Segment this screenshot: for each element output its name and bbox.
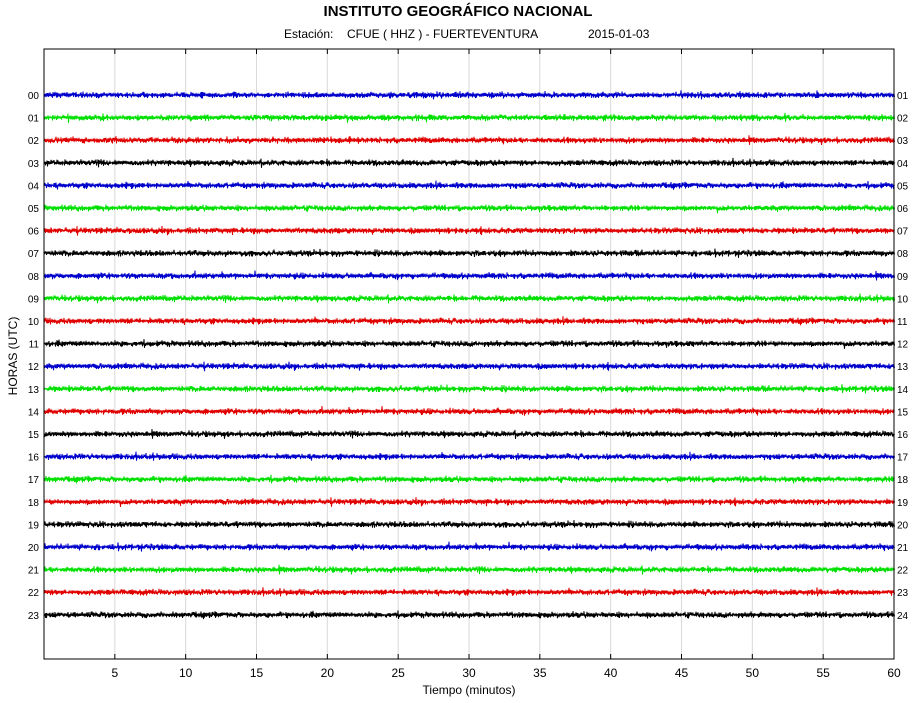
trace-hour-15 bbox=[43, 429, 895, 440]
hour-label-left: 02 bbox=[28, 136, 40, 147]
hour-label-left: 15 bbox=[28, 430, 40, 441]
x-axis-ticks: 5 10 15 20 25 30 35 40 45 50 55 60 bbox=[111, 49, 901, 680]
hour-label-left: 07 bbox=[28, 249, 40, 260]
x-tick-label: 60 bbox=[887, 666, 901, 680]
hour-label-right: 12 bbox=[897, 340, 909, 351]
hour-label-right: 09 bbox=[897, 272, 909, 283]
trace-hour-01 bbox=[43, 112, 895, 123]
hour-label-left: 13 bbox=[28, 385, 40, 396]
x-tick-label: 40 bbox=[604, 666, 618, 680]
hour-label-right: 05 bbox=[897, 181, 909, 192]
hour-label-left: 06 bbox=[28, 227, 40, 238]
x-tick-label: 20 bbox=[321, 666, 335, 680]
chart-title: INSTITUTO GEOGRÁFICO NACIONAL bbox=[323, 3, 593, 20]
hour-label-left: 10 bbox=[28, 317, 40, 328]
trace-hour-00 bbox=[43, 90, 895, 100]
hour-label-left: 22 bbox=[28, 588, 40, 599]
trace-hour-02 bbox=[43, 135, 895, 146]
x-tick-label: 5 bbox=[111, 666, 118, 680]
hour-label-right: 22 bbox=[897, 566, 909, 577]
trace-hour-13 bbox=[43, 384, 895, 394]
hour-label-left: 01 bbox=[28, 114, 40, 125]
x-tick-label: 55 bbox=[816, 666, 830, 680]
station-label: Estación: bbox=[284, 27, 334, 41]
hour-label-left: 04 bbox=[28, 181, 40, 192]
hour-label-left: 20 bbox=[28, 543, 40, 554]
trace-hour-03 bbox=[43, 157, 895, 168]
hour-label-left: 23 bbox=[28, 611, 40, 622]
trace-hour-09 bbox=[43, 293, 895, 304]
trace-hour-11 bbox=[43, 339, 895, 349]
trace-hour-08 bbox=[43, 270, 895, 281]
x-tick-label: 45 bbox=[675, 666, 689, 680]
hour-label-left: 16 bbox=[28, 453, 40, 464]
trace-hour-19 bbox=[43, 520, 895, 529]
y-axis-label: HORAS (UTC) bbox=[6, 317, 20, 396]
trace-hour-12 bbox=[43, 361, 895, 372]
trace-hour-22 bbox=[43, 587, 895, 597]
trace-hour-10 bbox=[43, 316, 895, 326]
x-axis-label: Tiempo (minutos) bbox=[423, 683, 516, 697]
hour-label-right: 04 bbox=[897, 159, 909, 170]
trace-hour-06 bbox=[43, 225, 895, 236]
hour-label-right: 02 bbox=[897, 114, 909, 125]
hour-label-right: 08 bbox=[897, 249, 909, 260]
hour-label-right: 06 bbox=[897, 204, 909, 215]
hour-label-right: 07 bbox=[897, 227, 909, 238]
trace-hour-05 bbox=[43, 204, 895, 214]
x-tick-label: 50 bbox=[746, 666, 760, 680]
x-tick-label: 25 bbox=[391, 666, 405, 680]
x-tick-label: 15 bbox=[250, 666, 264, 680]
station-date: 2015-01-03 bbox=[588, 27, 650, 41]
hour-label-left: 00 bbox=[28, 91, 40, 102]
hour-label-right: 17 bbox=[897, 453, 909, 464]
trace-hour-16 bbox=[43, 451, 895, 461]
hour-label-right: 15 bbox=[897, 407, 909, 418]
hour-label-right: 10 bbox=[897, 294, 909, 305]
hour-label-left: 17 bbox=[28, 475, 40, 486]
station-name: CFUE ( HHZ ) - FUERTEVENTURA bbox=[347, 27, 539, 41]
hour-label-left: 12 bbox=[28, 362, 40, 373]
hour-label-right: 21 bbox=[897, 543, 909, 554]
hour-label-right: 03 bbox=[897, 136, 909, 147]
hour-label-right: 18 bbox=[897, 475, 909, 486]
trace-hour-14 bbox=[43, 406, 895, 416]
hour-label-left: 18 bbox=[28, 498, 40, 509]
hour-label-left: 03 bbox=[28, 159, 40, 170]
x-tick-label: 35 bbox=[533, 666, 547, 680]
trace-hour-20 bbox=[43, 541, 895, 552]
trace-hour-17 bbox=[43, 474, 895, 484]
hour-label-right: 20 bbox=[897, 520, 909, 531]
trace-hour-07 bbox=[43, 248, 895, 258]
hour-label-right: 11 bbox=[897, 317, 908, 328]
trace-hour-04 bbox=[43, 180, 895, 190]
hour-label-right: 23 bbox=[897, 588, 909, 599]
hour-label-left: 11 bbox=[29, 340, 40, 351]
grid-lines bbox=[114, 49, 824, 659]
hour-label-right: 24 bbox=[897, 611, 909, 622]
hour-label-left: 19 bbox=[28, 520, 40, 531]
trace-hour-21 bbox=[43, 564, 895, 575]
trace-hour-23 bbox=[43, 610, 895, 620]
trace-hour-18 bbox=[43, 497, 895, 508]
hour-label-right: 16 bbox=[897, 430, 909, 441]
hour-label-left: 21 bbox=[28, 566, 40, 577]
x-tick-label: 30 bbox=[462, 666, 476, 680]
hour-label-left: 05 bbox=[28, 204, 40, 215]
hour-label-right: 19 bbox=[897, 498, 909, 509]
hour-label-left: 14 bbox=[28, 407, 40, 418]
hour-label-left: 09 bbox=[28, 294, 40, 305]
hour-label-right: 13 bbox=[897, 362, 909, 373]
x-tick-label: 10 bbox=[179, 666, 193, 680]
hour-label-right: 01 bbox=[897, 91, 909, 102]
hour-label-right: 14 bbox=[897, 385, 909, 396]
hour-label-left: 08 bbox=[28, 272, 40, 283]
seismic-traces bbox=[43, 90, 895, 620]
hour-labels: 00 01 01 02 02 03 03 04 04 05 05 06 06 07 07 08 08 09 09 10… bbox=[28, 91, 909, 622]
